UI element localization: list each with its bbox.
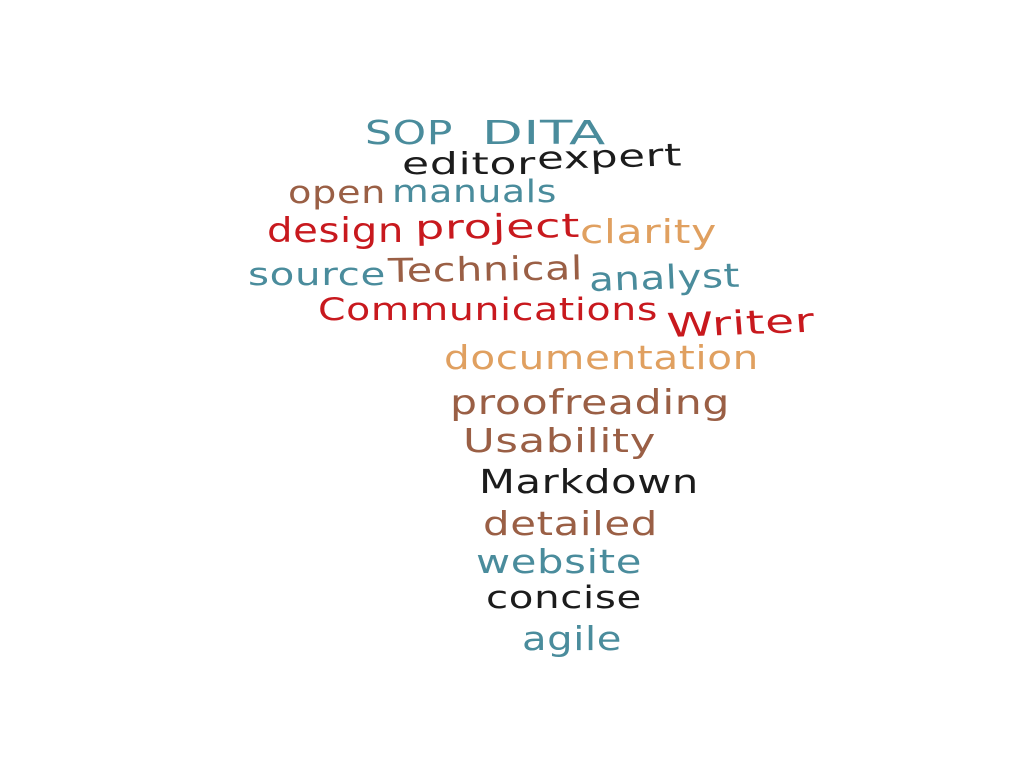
word-expert: expert [536,137,683,177]
word-technical: Technical [387,248,584,290]
word-manuals: manuals [392,174,557,210]
word-communications: Communications [318,292,658,328]
word-usability: Usability [463,421,657,460]
word-dita: DITA [482,113,607,152]
word-concise: concise [486,580,642,616]
word-website: website [476,542,643,581]
word-project: project [414,205,581,247]
word-markdown: Markdown [479,462,699,501]
word-detailed: detailed [483,504,658,543]
word-open: open [288,175,387,211]
word-agile: agile [522,619,623,658]
word-sop: SOP [365,113,454,152]
word-editor: editor [402,147,537,182]
word-clarity: clarity [580,212,717,251]
word-proofreading: proofreading [450,383,731,423]
word-source: source [248,257,386,293]
word-documentation: documentation [444,338,759,377]
word-design: design [267,211,404,251]
